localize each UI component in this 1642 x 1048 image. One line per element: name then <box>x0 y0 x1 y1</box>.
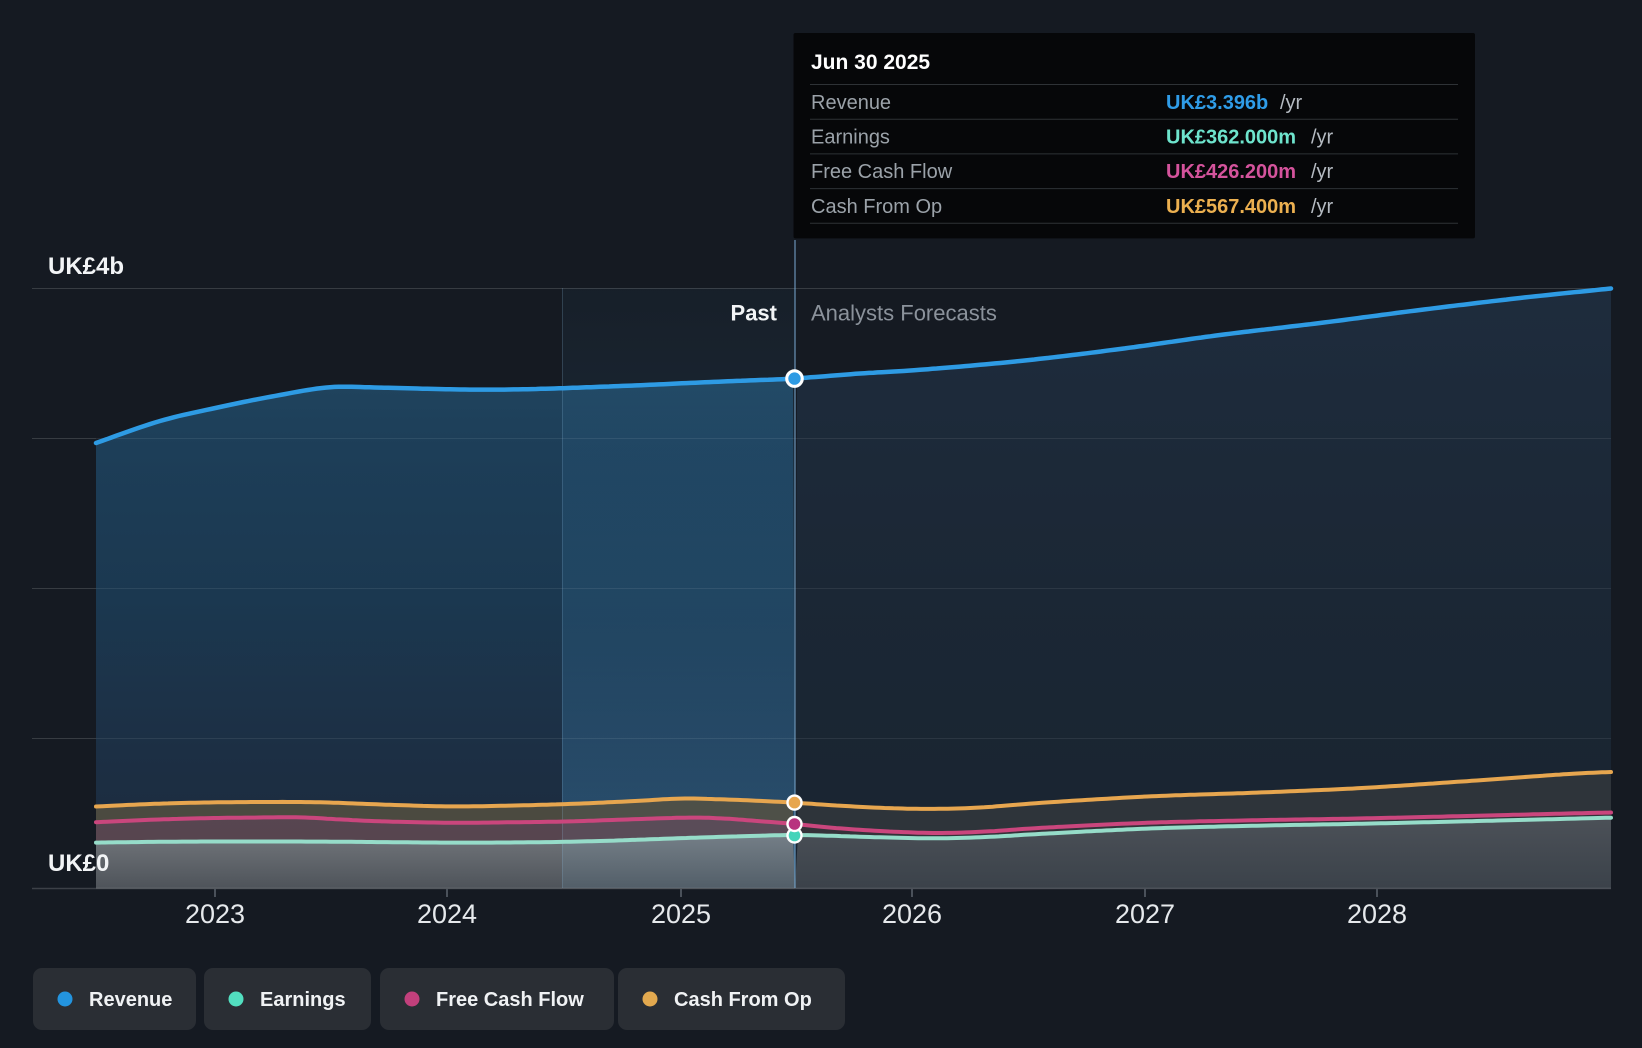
svg-text:Revenue: Revenue <box>811 92 891 114</box>
svg-text:UK£0: UK£0 <box>48 850 109 877</box>
svg-text:UK£362.000m: UK£362.000m <box>1166 127 1296 149</box>
svg-text:2025: 2025 <box>651 899 711 929</box>
svg-text:UK£426.200m: UK£426.200m <box>1166 161 1296 183</box>
svg-text:2024: 2024 <box>417 899 477 929</box>
svg-text:2028: 2028 <box>1347 899 1407 929</box>
svg-text:UK£3.396b: UK£3.396b <box>1166 92 1268 114</box>
svg-text:2023: 2023 <box>185 899 245 929</box>
svg-text:Earnings: Earnings <box>260 989 346 1011</box>
svg-text:Earnings: Earnings <box>811 127 890 149</box>
svg-text:Jun 30 2025: Jun 30 2025 <box>811 51 930 74</box>
svg-text:Revenue: Revenue <box>89 989 172 1011</box>
svg-text:Cash From Op: Cash From Op <box>674 989 812 1011</box>
svg-text:Past: Past <box>731 301 778 326</box>
svg-text:UK£567.400m: UK£567.400m <box>1166 196 1296 218</box>
svg-text:/yr: /yr <box>1280 92 1303 114</box>
svg-text:Analysts Forecasts: Analysts Forecasts <box>811 301 997 326</box>
svg-text:/yr: /yr <box>1311 161 1334 183</box>
svg-text:Cash From Op: Cash From Op <box>811 196 942 218</box>
svg-text:2027: 2027 <box>1115 899 1175 929</box>
svg-text:Free Cash Flow: Free Cash Flow <box>436 989 584 1011</box>
svg-text:/yr: /yr <box>1311 196 1334 218</box>
svg-text:2026: 2026 <box>882 899 942 929</box>
svg-text:Free Cash Flow: Free Cash Flow <box>811 161 953 183</box>
svg-text:/yr: /yr <box>1311 127 1334 149</box>
svg-text:UK£4b: UK£4b <box>48 253 124 280</box>
